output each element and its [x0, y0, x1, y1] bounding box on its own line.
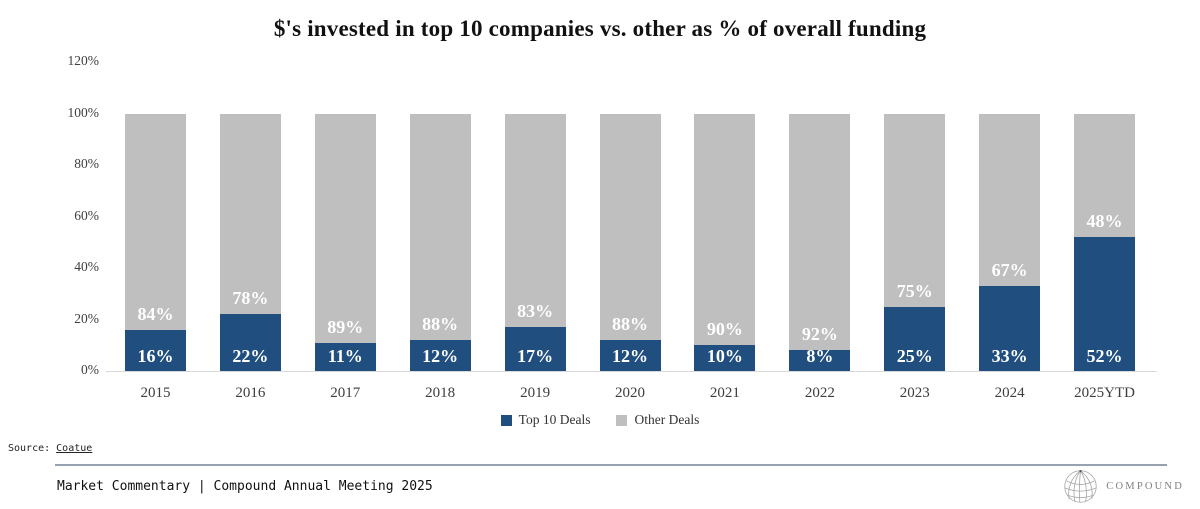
bar-2021-other-deals — [694, 113, 756, 346]
bar-label-2022-other-deals: 92% — [801, 324, 838, 345]
bar-2017-top-10-deals — [314, 342, 376, 371]
compound-logo-icon — [1064, 469, 1097, 503]
bar-2016-top-10-deals — [219, 314, 281, 371]
bar-label-2023-other-deals: 75% — [896, 280, 933, 301]
bar-label-2017-top-10-deals: 11% — [327, 346, 363, 366]
footer-divider — [55, 464, 1167, 466]
bar-label-2018-other-deals: 88% — [422, 314, 459, 335]
bar-label-2016-other-deals: 78% — [232, 288, 269, 309]
bar-2020-other-deals — [599, 113, 661, 341]
legend-swatch-other-deals — [616, 414, 628, 426]
bar-2022-other-deals — [789, 113, 851, 351]
bar-label-2021-top-10-deals: 10% — [706, 346, 743, 366]
legend-label-other-deals: Other Deals — [634, 412, 700, 427]
x-tick-label-2025ytd: 2025YTD — [1074, 385, 1135, 401]
x-tick-label-2015: 2015 — [140, 385, 171, 401]
bar-label-2019-other-deals: 83% — [517, 301, 554, 322]
chart-title: $'s invested in top 10 companies vs. oth… — [273, 16, 927, 41]
bar-2018-top-10-deals — [409, 340, 471, 371]
x-tick-label-2019: 2019 — [520, 385, 551, 401]
bar-label-2020-top-10-deals: 12% — [611, 346, 648, 366]
x-tick-label-2020: 2020 — [614, 385, 645, 401]
x-tick-label-2023: 2023 — [899, 385, 930, 401]
y-tick-label-80: 80% — [74, 156, 99, 172]
bar-2023-other-deals — [884, 113, 946, 307]
legend-swatch-top-10-deals — [500, 414, 512, 426]
bar-2016-other-deals — [219, 113, 281, 315]
bar-2015-other-deals — [124, 113, 186, 330]
bar-label-2023-top-10-deals: 25% — [896, 346, 933, 366]
bar-2024-other-deals — [979, 113, 1041, 287]
x-tick-label-2024: 2024 — [994, 385, 1025, 401]
bar-label-2016-top-10-deals: 22% — [232, 346, 269, 366]
bar-2018-other-deals — [409, 113, 471, 341]
footer-text: Market Commentary | Compound Annual Meet… — [57, 479, 433, 494]
y-tick-label-40: 40% — [74, 259, 99, 275]
bar-2019-other-deals — [504, 113, 566, 328]
bar-label-2017-other-deals: 89% — [327, 316, 364, 337]
x-tick-label-2022: 2022 — [804, 385, 835, 401]
bar-2025ytd-other-deals — [1074, 113, 1136, 238]
bar-2023-top-10-deals — [884, 306, 946, 371]
y-tick-label-60: 60% — [74, 207, 99, 223]
legend-item-top-10-deals: Top 10 Deals — [500, 412, 591, 428]
bar-2020-top-10-deals — [599, 340, 661, 371]
compound-logo-text: COMPOUND — [1106, 481, 1184, 492]
source-link[interactable]: Coatue — [56, 443, 93, 454]
bar-label-2022-top-10-deals: 8% — [806, 346, 834, 366]
y-tick-label-0: 0% — [81, 362, 99, 377]
y-tick-label-100: 100% — [67, 104, 100, 120]
bar-2025ytd-top-10-deals — [1074, 237, 1136, 371]
y-tick-label-120: 120% — [67, 53, 100, 69]
bar-label-2015-other-deals: 84% — [137, 303, 174, 324]
bar-2017-other-deals — [314, 113, 376, 343]
bar-label-2019-top-10-deals: 17% — [517, 346, 554, 366]
x-tick-label-2021: 2021 — [709, 385, 740, 401]
compound-logo: COMPOUND — [1062, 468, 1184, 505]
bar-2024-top-10-deals — [979, 286, 1041, 371]
bar-label-2020-other-deals: 88% — [611, 314, 648, 335]
x-tick-label-2018: 2018 — [425, 385, 456, 401]
bar-2019-top-10-deals — [504, 327, 566, 371]
bar-label-2018-top-10-deals: 12% — [422, 346, 459, 366]
legend-label-top-10-deals: Top 10 Deals — [518, 412, 591, 427]
bar-2021-top-10-deals — [694, 345, 756, 371]
bar-2022-top-10-deals — [789, 350, 851, 371]
x-tick-label-2016: 2016 — [235, 385, 266, 401]
bar-label-2021-other-deals: 90% — [706, 319, 743, 340]
bar-label-2024-top-10-deals: 33% — [991, 346, 1028, 366]
bar-label-2024-other-deals: 67% — [991, 260, 1028, 281]
source-label: Source: — [8, 443, 51, 454]
x-tick-label-2017: 2017 — [330, 385, 361, 401]
y-tick-label-20: 20% — [74, 310, 99, 326]
legend-item-other-deals: Other Deals — [616, 412, 699, 428]
bar-label-2025ytd-other-deals: 48% — [1086, 211, 1123, 232]
bar-2015-top-10-deals — [124, 329, 186, 371]
source-note: Source: Coatue — [8, 443, 92, 454]
bar-label-2015-top-10-deals: 16% — [137, 346, 174, 366]
x-axis-line — [106, 371, 1157, 372]
chart-legend: Top 10 Deals Other Deals — [0, 412, 1200, 428]
bar-label-2025ytd-top-10-deals: 52% — [1086, 346, 1123, 366]
